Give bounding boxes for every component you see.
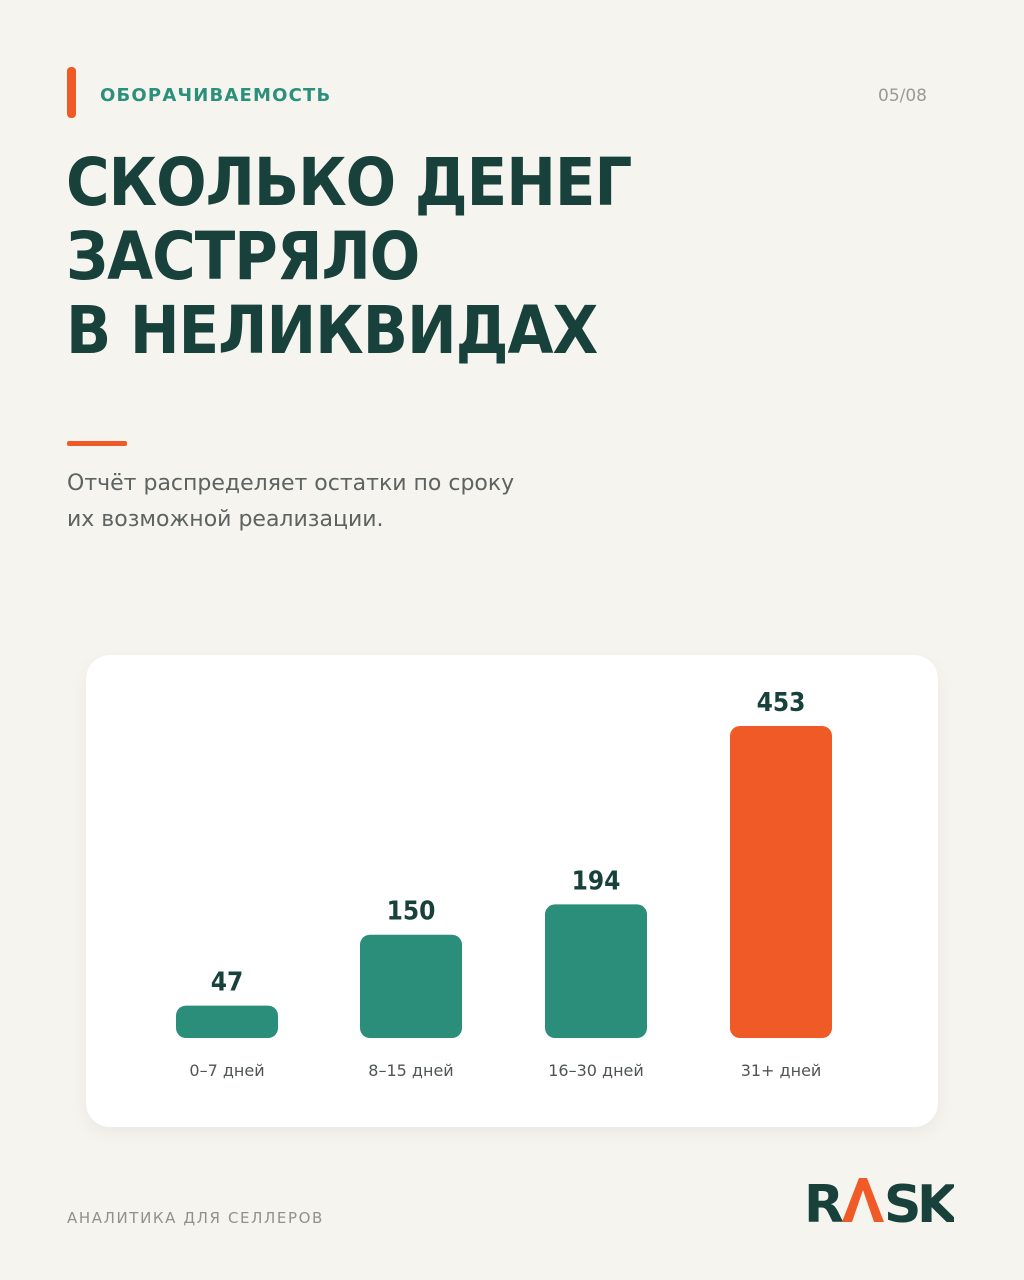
- footer-tagline: АНАЛИТИКА ДЛЯ СЕЛЛЕРОВ: [67, 1209, 324, 1227]
- page-title-line: ЗАСТРЯЛО: [66, 218, 420, 295]
- category-label: 16–30 дней: [548, 1061, 644, 1080]
- svg-text:K: K: [917, 1175, 954, 1232]
- rask-logo: R S K: [804, 1175, 954, 1232]
- page-title: СКОЛЬКО ДЕНЕГ ЗАСТРЯЛО В НЕЛИКВИДАХ: [66, 146, 686, 368]
- bar-value-label: 150: [387, 897, 436, 927]
- category-label: 8–15 дней: [368, 1061, 453, 1080]
- page-number: 05/08: [878, 86, 927, 106]
- category-label: 31+ дней: [741, 1061, 822, 1080]
- bar-value-label: 453: [757, 688, 806, 718]
- svg-text:S: S: [884, 1175, 921, 1232]
- svg-text:R: R: [804, 1175, 844, 1232]
- page-title-line: СКОЛЬКО ДЕНЕГ: [66, 144, 632, 221]
- subtitle-line: их возможной реализации.: [67, 507, 384, 532]
- bar-4: [730, 726, 832, 1038]
- title-divider: [67, 441, 127, 446]
- category-label: 0–7 дней: [189, 1061, 264, 1080]
- bar-1: [176, 1005, 278, 1038]
- bar-value-label: 194: [572, 866, 621, 896]
- subtitle: Отчёт распределяет остатки по сроку их в…: [67, 466, 587, 538]
- section-label: ОБОРАЧИВАЕМОСТЬ: [100, 85, 332, 106]
- bar-value-label: 47: [211, 968, 244, 998]
- chart-card: 47 0–7 дней 150 8–15 дней 194 16–30 дней 453 31…: [86, 655, 938, 1127]
- bar-chart: 47 0–7 дней 150 8–15 дней 194 16–30 дней 453 31…: [176, 688, 832, 1080]
- section-accent-bar: [67, 67, 76, 118]
- subtitle-line: Отчёт распределяет остатки по сроку: [67, 471, 515, 496]
- bar-2: [360, 934, 462, 1038]
- bar-3: [545, 904, 647, 1038]
- page-title-line: В НЕЛИКВИДАХ: [66, 292, 598, 369]
